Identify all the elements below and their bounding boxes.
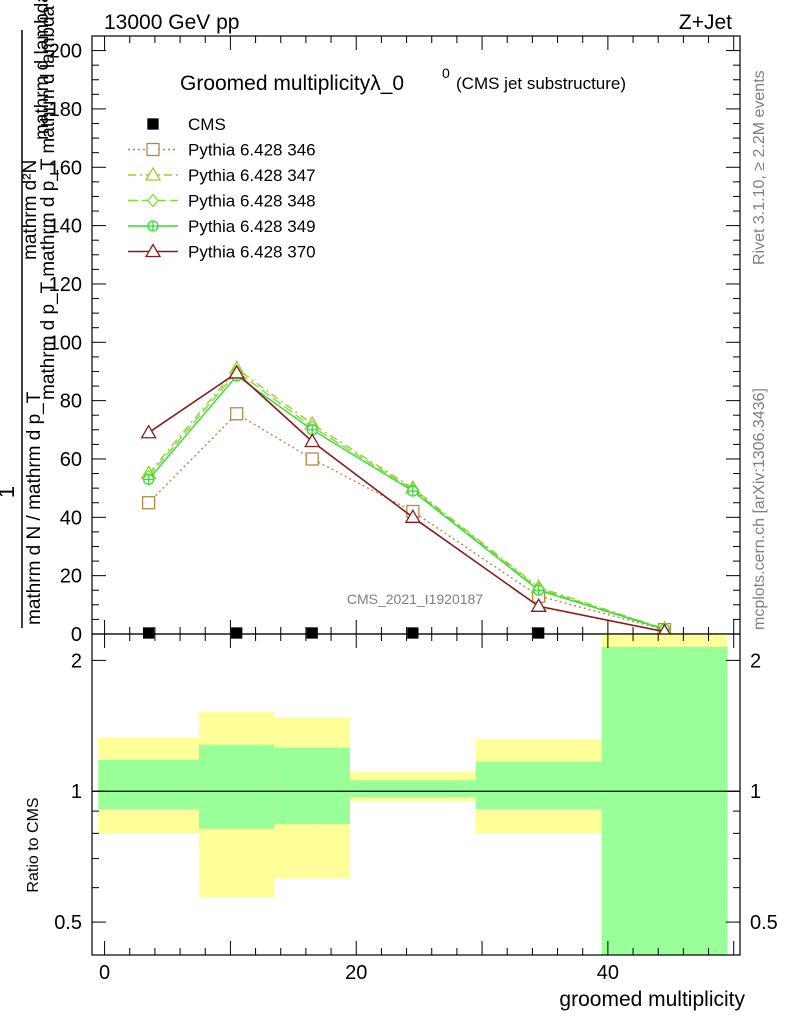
ratio-ylabel: Ratio to CMS: [25, 797, 42, 892]
ratio-ytick-label-right: 1: [750, 781, 761, 803]
series-line: [148, 370, 665, 630]
legend-label: Pythia 6.428 370: [188, 243, 316, 262]
main-ytick-label: 200: [49, 41, 82, 63]
data-point: [407, 627, 419, 639]
process-label: Z+Jet: [679, 11, 732, 34]
xtick-label: 0: [99, 962, 110, 984]
main-ytick-label: 0: [71, 624, 82, 646]
data-point: [533, 627, 545, 639]
ratio-ytick-label-right: 0.5: [750, 912, 778, 934]
ratio-ytick-label: 2: [71, 650, 82, 672]
legend-label: Pythia 6.428 348: [188, 192, 316, 211]
data-point: [230, 407, 244, 421]
main-ylabel: 1 mathrm d N / mathrm d p_T mathrm d²N m…: [0, 0, 59, 628]
data-point: [530, 597, 547, 612]
legend-item: Pythia 6.428 370: [128, 243, 316, 262]
series-line: [148, 412, 665, 631]
ylabel-bottom: mathrm d p_T mathrm d p_T mathrm d lambd…: [38, 5, 59, 400]
data-point: [231, 627, 243, 639]
main-ytick-label: 180: [49, 99, 82, 121]
data-point: [140, 424, 157, 439]
ratio-band-inner: [349, 780, 476, 797]
legend-label: CMS: [188, 115, 226, 134]
main-ytick-label: 60: [60, 449, 82, 471]
data-point: [407, 485, 419, 497]
main-ytick-label: 100: [49, 332, 82, 354]
legend-label: Pythia 6.428 346: [188, 141, 316, 160]
chart-title: Groomed multiplicityλ_0 0 (CMS jet subst…: [180, 65, 626, 95]
data-point: [228, 364, 245, 379]
legend: CMS Pythia 6.428 346 Pythia 6.428 347 Pythi…: [128, 115, 316, 262]
series-line: [148, 367, 665, 630]
analysis-id: CMS_2021_I1920187: [347, 591, 483, 607]
title-superscript: 0: [442, 65, 450, 81]
xtick-label: 20: [345, 962, 367, 984]
legend-label: Pythia 6.428 347: [188, 166, 316, 185]
ylabel-one: 1: [0, 486, 19, 498]
legend-marker: [147, 118, 159, 130]
main-ytick-label: 80: [60, 391, 82, 413]
ratio-ytick-label-right: 2: [750, 650, 761, 672]
ratio-band-inner: [98, 759, 199, 810]
energy-label: 13000 GeV pp: [104, 11, 239, 34]
main-ytick-label: 140: [49, 216, 82, 238]
ratio-panel: 0 20 40 0.5 0.5 1 1 2 2: [54, 633, 778, 984]
data-point: [306, 627, 318, 639]
main-ytick-label: 120: [49, 274, 82, 296]
main-ytick-label: 20: [60, 566, 82, 588]
ylabel-top: mathrm d²N: [20, 160, 41, 260]
data-point: [304, 433, 321, 448]
ylabel-extra: mathrm d lambda: [32, 0, 53, 140]
ratio-frame: [91, 633, 741, 956]
ratio-ytick-label: 0.5: [54, 912, 82, 934]
rivet-label: Rivet 3.1.10, ≥ 2.2M events: [751, 70, 768, 265]
legend-item: CMS: [147, 115, 226, 134]
series-line: [148, 371, 665, 633]
main-ytick-label: 40: [60, 507, 82, 529]
main-ytick-label: 160: [49, 157, 82, 179]
data-point: [533, 584, 545, 596]
data-point: [142, 627, 155, 639]
ratio-band-inner: [198, 744, 275, 829]
title-sub: (CMS jet substructure): [456, 74, 626, 93]
legend-item: Pythia 6.428 347: [128, 166, 316, 185]
legend-item: Pythia 6.428 346: [128, 141, 316, 160]
series-line: [148, 374, 665, 631]
ylabel-outer-denominator: mathrm d N / mathrm d p_T: [24, 391, 45, 625]
legend-marker: [144, 166, 162, 181]
ratio-band-inner: [274, 747, 350, 825]
mcplots-label: mcplots.cern.ch [arXiv:1306.3436]: [751, 388, 768, 630]
data-point: [305, 452, 319, 466]
legend-marker: [147, 220, 159, 232]
title-main: Groomed multiplicityλ_0: [180, 72, 404, 95]
legend-label: Pythia 6.428 349: [188, 217, 316, 236]
ratio-band-inner: [475, 761, 602, 810]
ratio-ytick-label: 1: [71, 781, 82, 803]
data-point: [141, 496, 156, 510]
data-point: [404, 509, 421, 523]
legend-marker: [146, 142, 160, 157]
xlabel: groomed multiplicity: [559, 988, 745, 1011]
legend-marker: [144, 243, 162, 258]
ratio-band-inner: [601, 646, 728, 955]
legend-marker: [147, 193, 159, 208]
legend-item: Pythia 6.428 348: [128, 192, 316, 211]
data-point: [142, 473, 155, 486]
xtick-label: 40: [597, 962, 619, 984]
legend-item: Pythia 6.428 349: [128, 217, 316, 236]
